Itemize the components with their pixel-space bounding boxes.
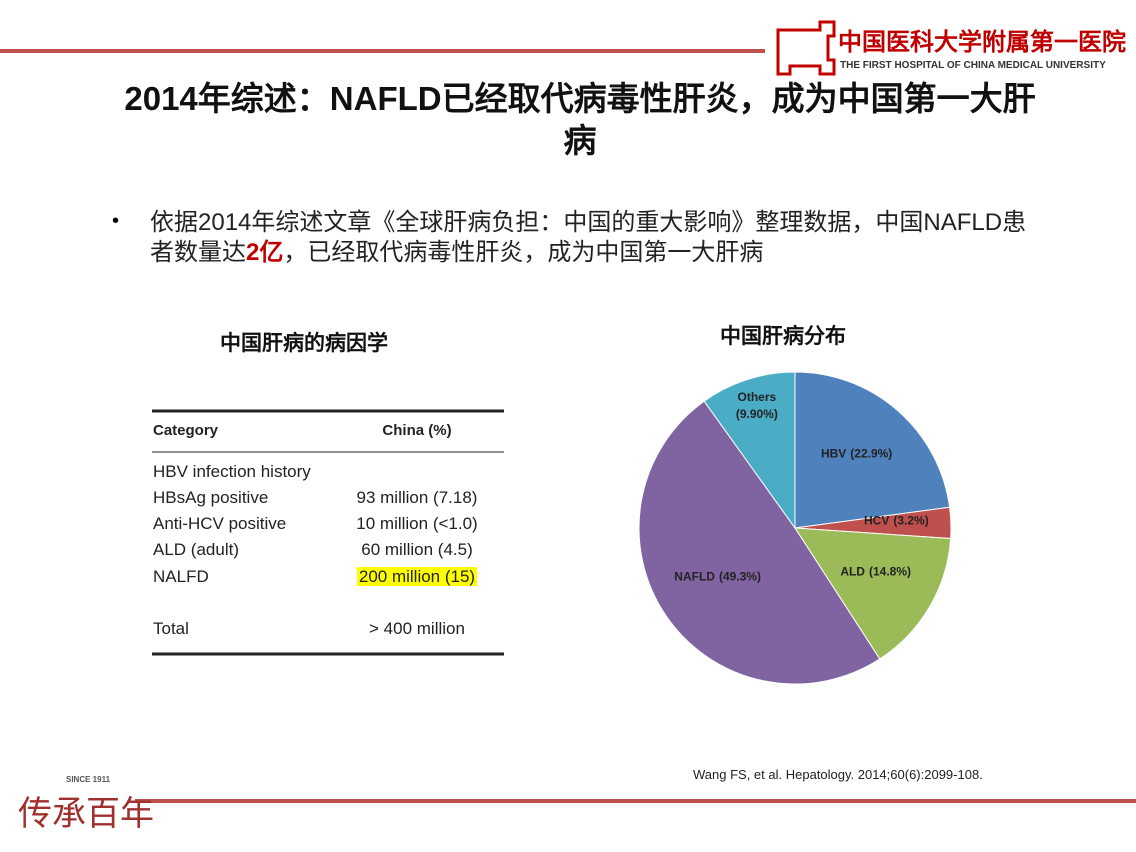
table-header: Category China (%) bbox=[152, 422, 504, 446]
slice-label: HCV (3.2%) bbox=[864, 514, 929, 528]
slice-category: HBV bbox=[821, 447, 846, 461]
table-row: NALFD 200 million (15) bbox=[152, 567, 504, 591]
cell: 10 million (<1.0) bbox=[332, 514, 502, 534]
slice-category: NAFLD bbox=[674, 570, 715, 584]
cell-text: > 400 million bbox=[369, 619, 465, 638]
pie-slice bbox=[794, 371, 951, 529]
cell-text: 60 million (4.5) bbox=[361, 540, 473, 559]
slice-value: (3.2%) bbox=[893, 514, 928, 528]
table-row: Anti-HCV positive 10 million (<1.0) bbox=[152, 514, 504, 538]
pie-slice bbox=[703, 371, 796, 530]
footer-motto: 传承百年 bbox=[18, 795, 154, 833]
table-row: Total > 400 million bbox=[152, 619, 504, 643]
logo-cn: 中国医科大学附属第一医院 bbox=[838, 28, 1126, 56]
cell: > 400 million bbox=[332, 619, 502, 639]
bullet-text: ，已经取代病毒性肝炎，成为中国第一大肝病 bbox=[283, 239, 764, 266]
chart-title: 中国肝病分布 bbox=[720, 324, 846, 348]
slice-value: (9.90%) bbox=[736, 407, 778, 421]
slice-label: HBV (22.9%) bbox=[821, 447, 892, 461]
slice-value: (14.8%) bbox=[869, 564, 911, 578]
title: 2014年综述：NAFLD已经取代病毒性肝炎，成为中国第一大肝病 bbox=[124, 80, 1036, 159]
cell: 60 million (4.5) bbox=[332, 540, 502, 560]
slice-value: (22.9%) bbox=[850, 447, 892, 461]
slice-value: (49.3%) bbox=[719, 570, 761, 584]
bullet-highlight: 2亿 bbox=[246, 239, 284, 266]
header-cell: Category bbox=[153, 422, 219, 439]
table-row: HBsAg positive 93 million (7.18) bbox=[152, 488, 504, 512]
header-cell: China (%) bbox=[382, 422, 452, 439]
pie: HBV (22.9%) HCV (3.2%) ALD (14.8%) NAFLD (49.3%… bbox=[638, 371, 952, 685]
slice-category: HCV bbox=[864, 514, 889, 528]
slice-label: Others (9.90%) bbox=[736, 390, 778, 421]
slice-label: ALD (14.8%) bbox=[840, 564, 911, 578]
bullet-text: 依据2014年综述文章《全球肝病负担：中国的重大影响》整理数据，中国NAFLD患… bbox=[150, 209, 1027, 266]
citation: Wang FS, et al. Hepatology. 2014;60(6):2… bbox=[693, 767, 983, 782]
pie-slice bbox=[794, 527, 952, 660]
slice-category: ALD bbox=[840, 564, 865, 578]
logo-mark bbox=[776, 20, 836, 76]
table-row: HBV infection history bbox=[152, 462, 504, 486]
cell-text: 93 million (7.18) bbox=[356, 488, 478, 507]
cell-text: 10 million (<1.0) bbox=[356, 514, 478, 533]
logo-en: THE FIRST HOSPITAL OF CHINA MEDICAL UNIV… bbox=[840, 60, 1106, 71]
footer-since: SINCE 1911 bbox=[66, 775, 111, 784]
slice-label: NAFLD (49.3%) bbox=[674, 570, 761, 584]
pie-slice bbox=[638, 400, 881, 685]
cell: ALD (adult) bbox=[153, 540, 239, 559]
cell: 93 million (7.18) bbox=[332, 488, 502, 508]
slice-category: Others bbox=[738, 390, 777, 404]
bullet: 依据2014年综述文章《全球肝病负担：中国的重大影响》整理数据，中国NAFLD患… bbox=[150, 208, 1030, 268]
table-title: 中国肝病的病因学 bbox=[220, 332, 388, 355]
cell: 200 million (15) bbox=[332, 567, 502, 587]
cell: Anti-HCV positive bbox=[153, 514, 287, 533]
cell: NALFD bbox=[153, 567, 209, 586]
bullet-dot: • bbox=[112, 210, 120, 232]
table-row: ALD (adult) 60 million (4.5) bbox=[152, 540, 504, 564]
cell: HBsAg positive bbox=[153, 488, 269, 507]
cell: Total bbox=[153, 619, 189, 638]
cell: HBV infection history bbox=[153, 462, 311, 481]
cell-text: 200 million (15) bbox=[356, 567, 478, 586]
